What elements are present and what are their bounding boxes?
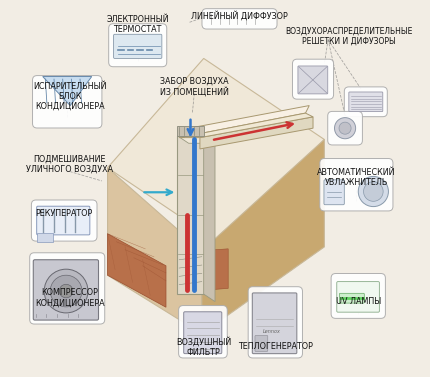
Text: ЛИНЕЙНЫЙ ДИФФУЗОР: ЛИНЕЙНЫЙ ДИФФУЗОР <box>191 11 288 21</box>
Circle shape <box>44 269 88 313</box>
FancyBboxPatch shape <box>349 92 383 112</box>
FancyBboxPatch shape <box>33 260 98 320</box>
Text: КОМПРЕССОР
КОНДИЦИОНЕРА: КОМПРЕССОР КОНДИЦИОНЕРА <box>35 288 104 307</box>
Polygon shape <box>202 249 228 290</box>
Polygon shape <box>204 136 215 302</box>
FancyBboxPatch shape <box>30 253 105 324</box>
FancyBboxPatch shape <box>37 233 53 242</box>
FancyBboxPatch shape <box>248 287 302 358</box>
FancyBboxPatch shape <box>184 312 222 354</box>
Polygon shape <box>177 136 204 294</box>
Circle shape <box>50 275 82 307</box>
FancyBboxPatch shape <box>255 336 268 351</box>
Text: ВОЗДУШНЫЙ
ФИЛЬТР: ВОЗДУШНЫЙ ФИЛЬТР <box>176 337 231 357</box>
FancyBboxPatch shape <box>328 112 362 145</box>
Text: ВОЗДУХОРАСПРЕДЕЛИТЕЛЬНЫЕ
РЕШЕТКИ И ДИФУЗОРЫ: ВОЗДУХОРАСПРЕДЕЛИТЕЛЬНЫЕ РЕШЕТКИ И ДИФУЗ… <box>285 26 412 45</box>
FancyBboxPatch shape <box>33 76 102 128</box>
FancyBboxPatch shape <box>178 305 227 358</box>
Polygon shape <box>200 117 313 149</box>
Text: UV ЛАМПЫ: UV ЛАМПЫ <box>336 297 381 306</box>
FancyBboxPatch shape <box>324 180 344 205</box>
Circle shape <box>358 176 388 207</box>
FancyBboxPatch shape <box>331 274 385 318</box>
FancyBboxPatch shape <box>337 282 379 312</box>
FancyBboxPatch shape <box>252 293 297 354</box>
Text: АВТОМАТИЧЕСКИЙ
УВЛАЖНИТЕЛЬ: АВТОМАТИЧЕСКИЙ УВЛАЖНИТЕЛЬ <box>317 168 396 187</box>
FancyBboxPatch shape <box>339 293 364 303</box>
Polygon shape <box>43 77 92 106</box>
Circle shape <box>339 122 351 134</box>
Polygon shape <box>202 139 324 334</box>
Polygon shape <box>179 113 313 138</box>
Circle shape <box>59 284 73 298</box>
Text: ИСПАРИТЕЛЬНЫЙ
БЛОК
КОНДИЦИОНЕРА: ИСПАРИТЕЛЬНЫЙ БЛОК КОНДИЦИОНЕРА <box>33 81 107 111</box>
FancyBboxPatch shape <box>344 87 387 117</box>
Text: РЕКУПЕРАТОР: РЕКУПЕРАТОР <box>36 208 93 218</box>
Text: ЭЛЕКТРОННЫЙ
ТЕРМОСТАТ: ЭЛЕКТРОННЫЙ ТЕРМОСТАТ <box>106 15 169 34</box>
FancyBboxPatch shape <box>109 24 167 67</box>
Circle shape <box>363 182 383 201</box>
FancyBboxPatch shape <box>31 200 97 241</box>
FancyBboxPatch shape <box>37 206 90 235</box>
Polygon shape <box>108 234 166 307</box>
Text: ТЕПЛОГЕНЕРАТОР: ТЕПЛОГЕНЕРАТОР <box>238 342 313 351</box>
Polygon shape <box>108 168 202 334</box>
Text: Lennox: Lennox <box>263 329 280 334</box>
FancyBboxPatch shape <box>114 34 162 58</box>
Polygon shape <box>177 136 215 143</box>
Polygon shape <box>179 106 309 138</box>
FancyBboxPatch shape <box>202 9 277 29</box>
Text: ПОДМЕШИВАНИЕ
УЛИЧНОГО ВОЗДУХА: ПОДМЕШИВАНИЕ УЛИЧНОГО ВОЗДУХА <box>26 155 114 173</box>
Text: ЗАБОР ВОЗДУХА
ИЗ ПОМЕЩЕНИЙ: ЗАБОР ВОЗДУХА ИЗ ПОМЕЩЕНИЙ <box>160 77 229 97</box>
Polygon shape <box>177 126 204 136</box>
Polygon shape <box>108 58 324 249</box>
FancyBboxPatch shape <box>298 66 328 94</box>
FancyBboxPatch shape <box>320 159 393 211</box>
Circle shape <box>335 118 356 139</box>
FancyBboxPatch shape <box>292 59 334 99</box>
